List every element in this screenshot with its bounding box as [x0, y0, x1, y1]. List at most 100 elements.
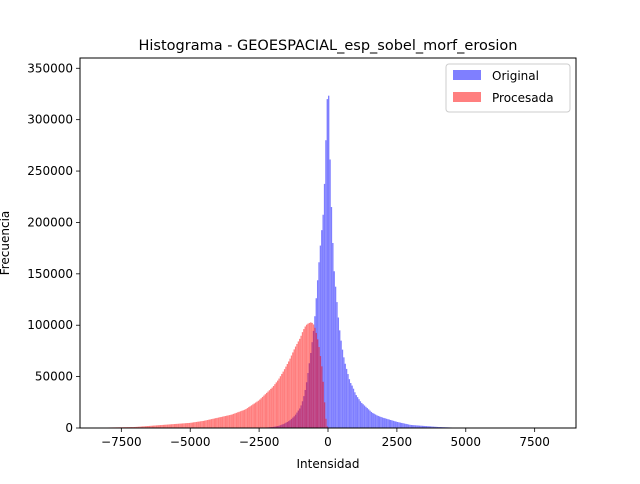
histogram-bar — [227, 415, 228, 428]
histogram-bar — [207, 420, 208, 428]
histogram-bar — [174, 424, 175, 428]
histogram-bar — [219, 417, 220, 428]
histogram-bar — [389, 420, 390, 428]
histogram-bar — [382, 417, 383, 428]
histogram-bar — [396, 422, 397, 428]
histogram-bar — [343, 357, 344, 428]
histogram-bar — [270, 389, 271, 428]
histogram-bar — [364, 406, 365, 428]
histogram-bar — [170, 424, 171, 428]
histogram-bar — [277, 381, 278, 428]
y-axis-label: Frecuencia — [0, 211, 12, 276]
histogram-bar — [298, 341, 299, 428]
legend: Original Procesada — [446, 64, 570, 112]
histogram-bar — [362, 404, 363, 428]
histogram-bar — [181, 424, 182, 428]
x-tick-label: 0 — [324, 435, 332, 449]
histogram-bar — [345, 364, 346, 428]
histogram-bar — [205, 420, 206, 428]
histogram-bar — [278, 379, 279, 428]
x-tick-label: 2500 — [382, 435, 413, 449]
histogram-bar — [201, 421, 202, 428]
histogram-bar — [252, 404, 253, 428]
histogram-bar — [329, 159, 330, 428]
histogram-bar — [241, 411, 242, 428]
histogram-bar — [294, 349, 295, 428]
y-tick-label: 300000 — [27, 113, 73, 127]
histogram-bar — [223, 416, 224, 428]
histogram-bar — [318, 347, 319, 428]
histogram-bar — [380, 417, 381, 428]
histogram-bar — [325, 140, 326, 428]
histogram-bar — [263, 396, 264, 428]
histogram-bar — [187, 423, 188, 428]
histogram-bar — [276, 382, 277, 428]
histogram-bar — [383, 418, 384, 428]
histogram-bar — [314, 328, 315, 428]
legend-swatch-procesada — [453, 92, 481, 102]
histogram-bar — [258, 401, 259, 428]
histogram-bar — [198, 422, 199, 428]
histogram-bar — [284, 369, 285, 428]
histogram-bar — [243, 410, 244, 428]
histogram-bar — [176, 424, 177, 428]
histogram-bar — [295, 347, 296, 428]
histogram-bar — [332, 243, 333, 428]
histogram-bar — [183, 423, 184, 428]
histogram-bar — [327, 99, 328, 428]
histogram-bar — [398, 422, 399, 428]
histogram-bar — [194, 422, 195, 428]
y-tick-label: 250000 — [27, 164, 73, 178]
histogram-bar — [192, 423, 193, 428]
histogram-bar — [356, 395, 357, 428]
histogram-bar — [167, 425, 168, 428]
histogram-bar — [365, 407, 366, 428]
histogram-bar — [168, 424, 169, 428]
histogram-bar — [237, 412, 238, 428]
histogram-bar — [393, 421, 394, 428]
histogram-bar — [189, 423, 190, 428]
histogram-bar — [328, 96, 329, 428]
histogram-bar — [307, 324, 308, 428]
y-tick-label: 100000 — [27, 318, 73, 332]
histogram-bar — [405, 424, 406, 428]
histogram-bar — [254, 403, 255, 428]
histogram-bar — [300, 336, 301, 428]
y-tick-label: 200000 — [27, 215, 73, 229]
histogram-bar — [357, 397, 358, 428]
y-tick-label: 0 — [65, 421, 73, 435]
histogram-bar — [289, 359, 290, 428]
histogram-bar — [285, 367, 286, 428]
histogram-bar — [407, 424, 408, 428]
histogram-bar — [311, 323, 312, 428]
histogram-bar — [316, 333, 317, 428]
histogram-bar — [251, 405, 252, 428]
histogram-bar — [368, 409, 369, 428]
histogram-bar — [394, 421, 395, 428]
histogram-bar — [358, 399, 359, 428]
histogram-bar — [218, 418, 219, 428]
histogram-bar — [331, 207, 332, 428]
histogram-bar — [373, 414, 374, 428]
histogram-bar — [379, 416, 380, 428]
histogram-bar — [361, 403, 362, 428]
histogram-bar — [266, 393, 267, 428]
histogram-bar — [354, 392, 355, 428]
histogram-bar — [208, 420, 209, 428]
histogram-bar — [203, 421, 204, 428]
histogram-bar — [221, 417, 222, 428]
histogram-bar — [387, 419, 388, 428]
histogram-bar — [317, 339, 318, 428]
histogram-bar — [171, 424, 172, 428]
histogram-bar — [249, 406, 250, 428]
legend-label-original: Original — [492, 69, 539, 83]
histogram-bar — [404, 424, 405, 428]
histogram-bar — [339, 330, 340, 428]
histogram-bar — [225, 416, 226, 428]
histogram-bar — [402, 423, 403, 428]
histogram-bar — [216, 418, 217, 428]
histogram-bar — [313, 324, 314, 428]
histogram-bar — [296, 344, 297, 428]
histogram-bar — [256, 402, 257, 428]
histogram-bar — [288, 361, 289, 428]
